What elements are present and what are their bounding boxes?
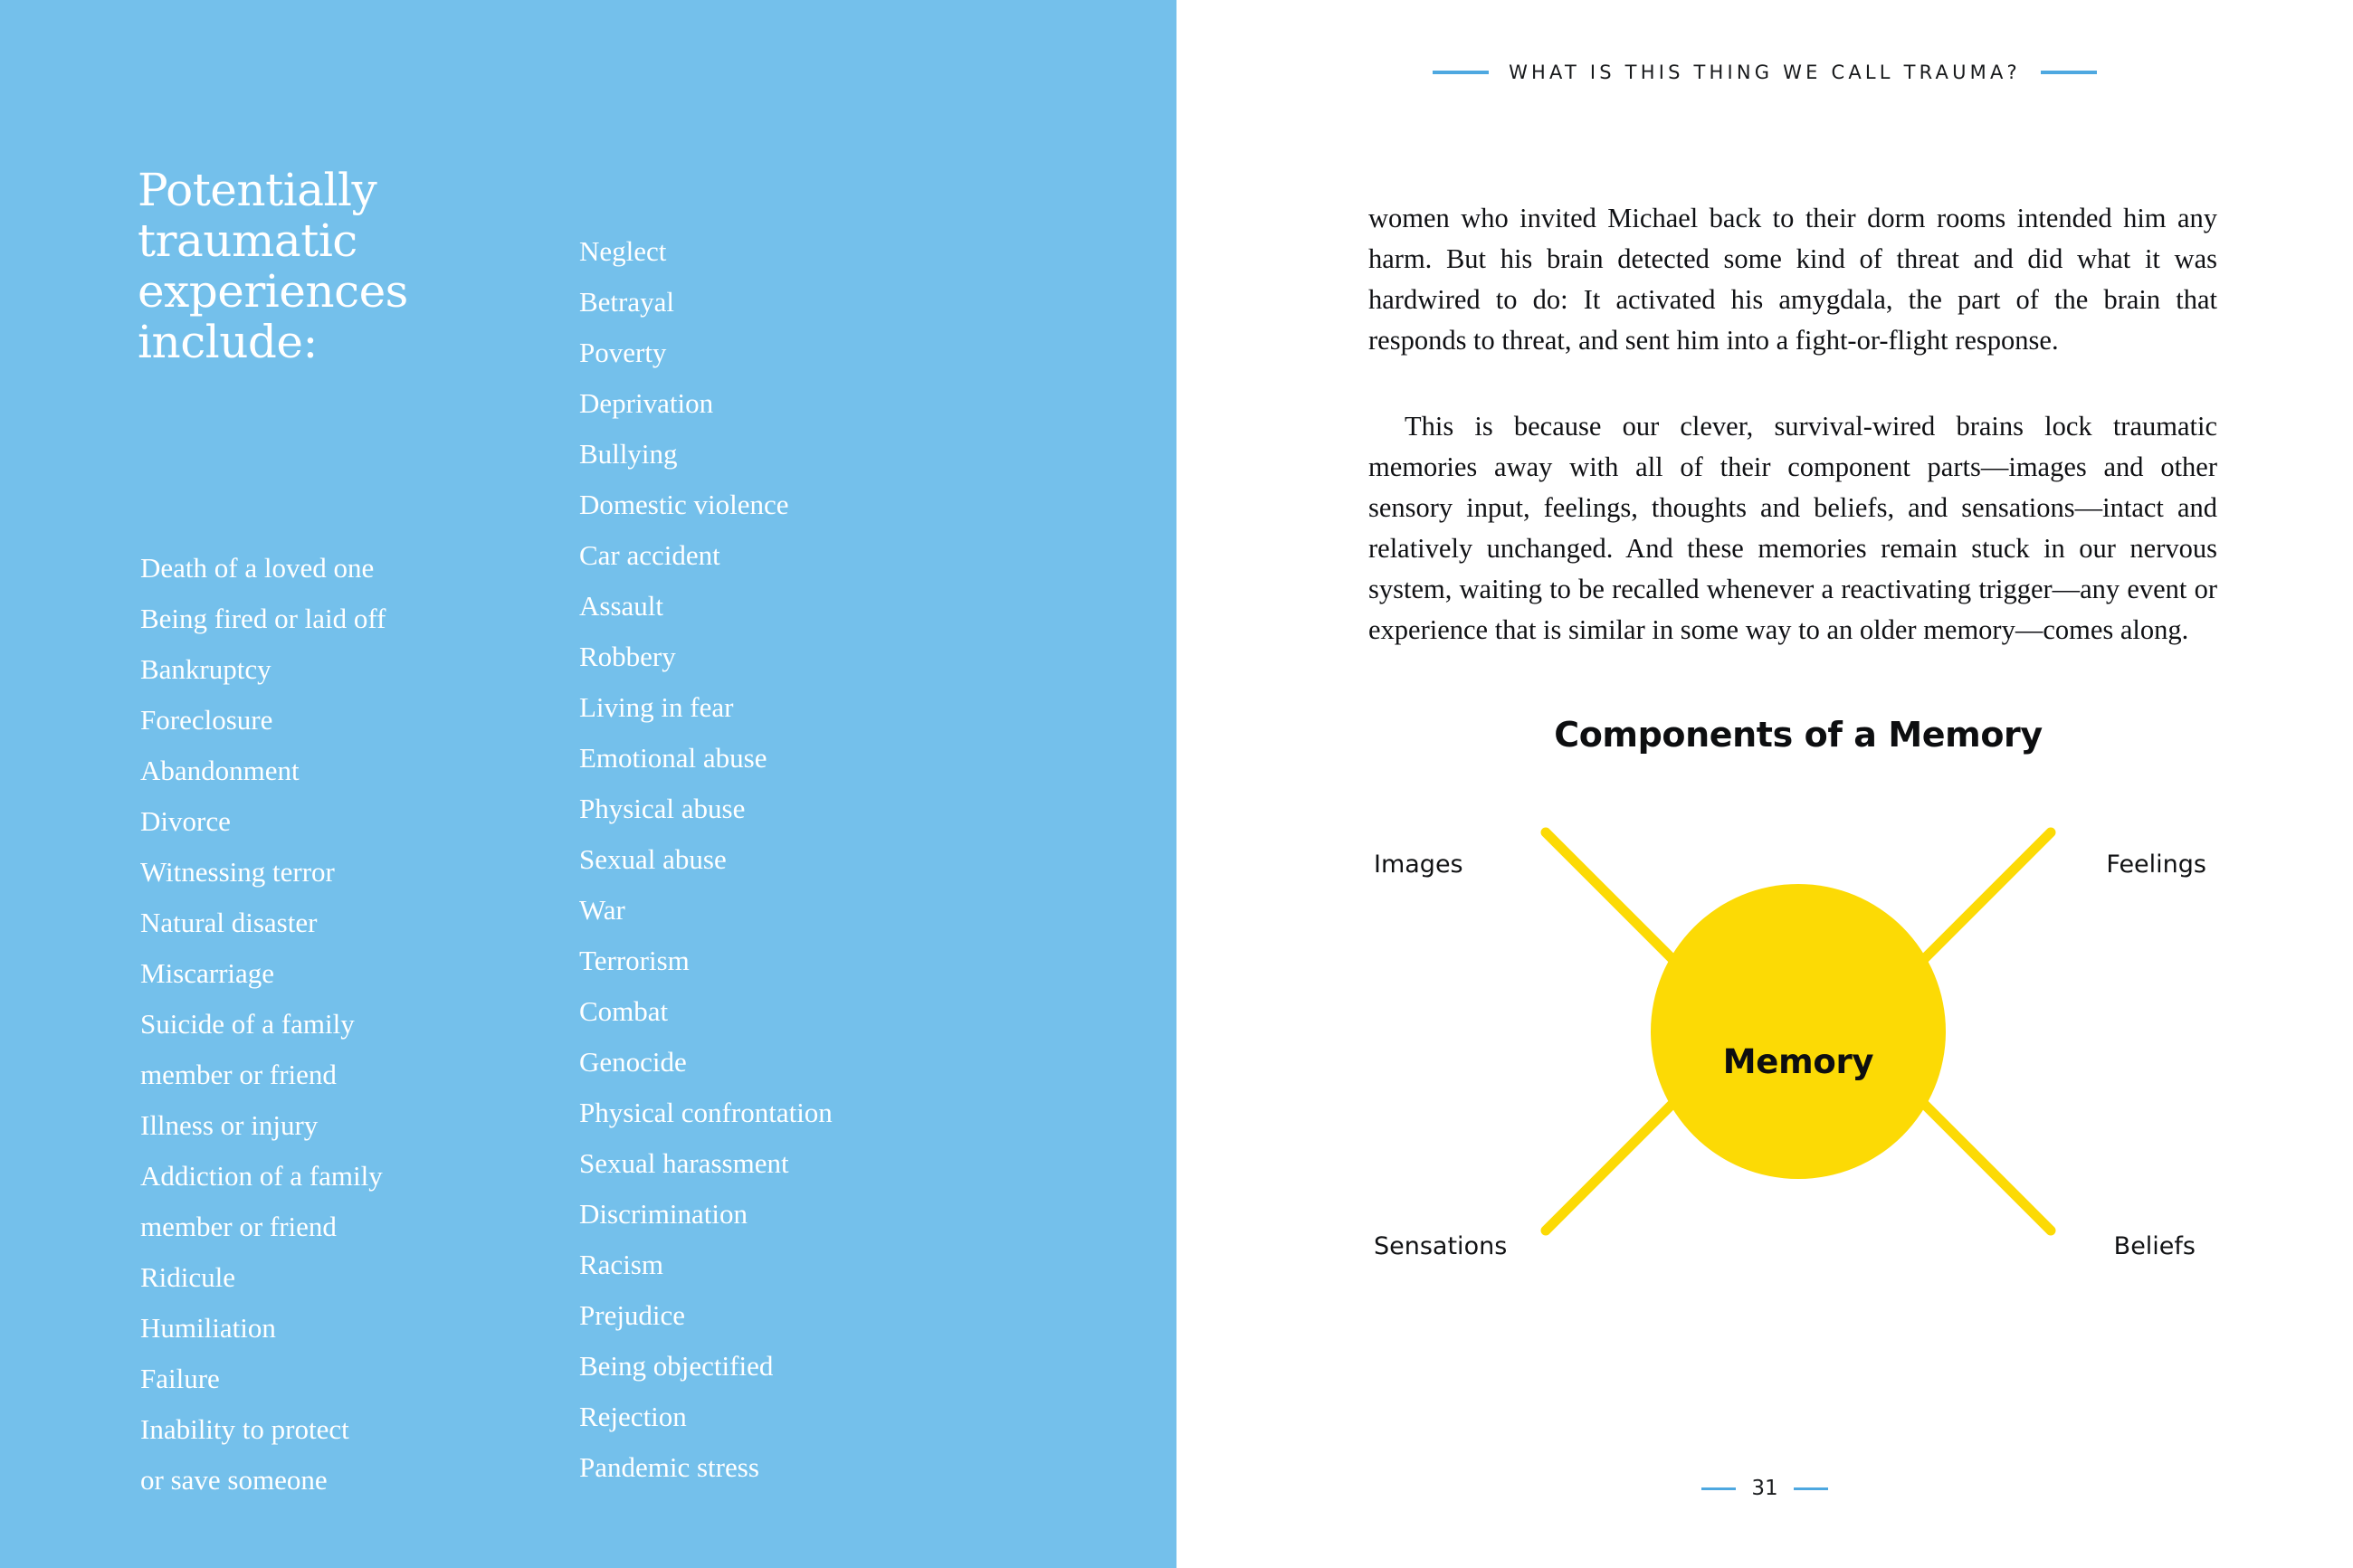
diagram-title: Components of a Memory — [1554, 715, 2043, 755]
list-item: Robbery — [579, 641, 676, 672]
list-item: Natural disaster — [140, 907, 318, 938]
list-item: Inability to protect or save someone — [140, 1413, 349, 1496]
list-item: Racism — [579, 1249, 663, 1280]
body-paragraph: women who invited Michael back to their … — [1368, 202, 2217, 356]
list-item: Neglect — [579, 235, 667, 267]
diagram-label-images: Images — [1374, 851, 1463, 879]
components-of-a-memory-diagram: Components of a Memory Memory Images Fee… — [1368, 715, 2228, 1384]
list-item: Sexual abuse — [579, 843, 727, 875]
list-item: Emotional abuse — [579, 742, 767, 774]
spoke-feelings-icon — [1904, 827, 2056, 979]
diagram-label-beliefs: Beliefs — [2113, 1232, 2196, 1260]
list-item: Discrimination — [579, 1198, 748, 1230]
list-item: Being objectified — [579, 1350, 774, 1382]
list-item: Betrayal — [579, 286, 675, 318]
list-item: Suicide of a family member or friend — [140, 1008, 355, 1090]
list-item: Terrorism — [579, 945, 690, 976]
page-number: 31 — [1751, 1477, 1778, 1500]
list-item: Death of a loved one — [140, 552, 375, 584]
list-item: Abandonment — [140, 755, 300, 786]
list-item: Being fired or laid off — [140, 603, 386, 634]
traumatic-experiences-column-1: Death of a loved one Being fired or laid… — [140, 543, 566, 1506]
list-item: Poverty — [579, 337, 667, 368]
list-item: Domestic violence — [579, 489, 789, 520]
list-item: Living in fear — [579, 691, 734, 723]
list-item: Foreclosure — [140, 704, 273, 736]
right-page — [1176, 0, 2353, 1568]
traumatic-experiences-column-2: Neglect Betrayal Poverty Deprivation Bul… — [579, 226, 1140, 1493]
list-item: Sexual harassment — [579, 1147, 789, 1179]
list-item: Bankruptcy — [140, 653, 272, 685]
list-item: Prejudice — [579, 1299, 686, 1331]
list-item: War — [579, 894, 625, 926]
list-item: Ridicule — [140, 1261, 236, 1293]
list-item: Miscarriage — [140, 957, 275, 989]
header-rule-right-icon — [2040, 71, 2097, 74]
body-paragraph: This is because our clever, survival-wir… — [1368, 410, 2217, 645]
list-item: Bullying — [579, 438, 678, 470]
page-title: Potentially traumatic experiences includ… — [138, 164, 408, 368]
memory-core-label: Memory — [1722, 1042, 1874, 1081]
left-blue-panel — [0, 0, 1176, 1568]
list-item: Humiliation — [140, 1312, 276, 1344]
list-item: Failure — [140, 1363, 220, 1394]
list-item: Rejection — [579, 1401, 687, 1432]
page-footer: 31 — [1176, 1477, 2353, 1500]
memory-core-circle — [1651, 884, 1946, 1179]
running-header-label: WHAT IS THIS THING WE CALL TRAUMA? — [1509, 62, 2021, 83]
list-item: Witnessing terror — [140, 856, 335, 888]
diagram-label-sensations: Sensations — [1374, 1232, 1508, 1260]
diagram-graphic — [1540, 827, 2056, 1236]
spoke-beliefs-icon — [1904, 1084, 2056, 1236]
spoke-sensations-icon — [1540, 1084, 1692, 1236]
list-item: Deprivation — [579, 387, 714, 419]
list-item: Physical confrontation — [579, 1097, 833, 1128]
list-item: Divorce — [140, 805, 231, 837]
header-rule-left-icon — [1433, 71, 1490, 74]
footer-rule-right-icon — [1793, 1487, 1828, 1490]
spoke-images-icon — [1540, 827, 1692, 979]
list-item: Genocide — [579, 1046, 687, 1078]
list-item: Combat — [579, 995, 669, 1027]
diagram-label-feelings: Feelings — [2106, 851, 2206, 879]
list-item: Pandemic stress — [579, 1451, 759, 1483]
list-item: Addiction of a family member or friend — [140, 1160, 383, 1242]
list-item: Physical abuse — [579, 793, 746, 824]
list-item: Car accident — [579, 539, 720, 571]
footer-rule-left-icon — [1701, 1487, 1737, 1490]
list-item: Illness or injury — [140, 1109, 319, 1141]
list-item: Assault — [579, 590, 663, 622]
running-header: WHAT IS THIS THING WE CALL TRAUMA? — [1176, 62, 2353, 83]
